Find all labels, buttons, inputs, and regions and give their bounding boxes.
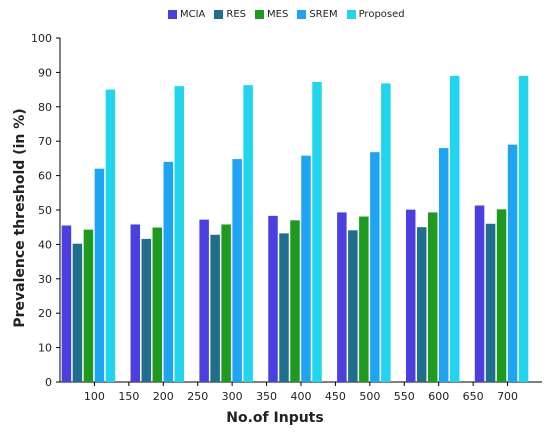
legend-label: SREM [309, 8, 338, 20]
bar [290, 220, 300, 382]
legend-label: MES [267, 8, 289, 20]
bar [337, 212, 347, 382]
legend-label: RES [226, 8, 247, 20]
y-tick-label: 30 [38, 273, 52, 286]
x-tick-label: 100 [84, 390, 105, 403]
y-tick-label: 90 [38, 66, 52, 79]
bar [348, 230, 358, 382]
bar [518, 75, 529, 382]
bar [312, 82, 322, 383]
legend-swatch [297, 9, 307, 19]
x-tick-label: 200 [153, 390, 174, 403]
bar [243, 85, 253, 383]
y-tick-label: 60 [38, 170, 52, 183]
legend-swatch [255, 9, 265, 19]
legend-swatch [346, 9, 356, 19]
bar [163, 161, 174, 382]
bar [427, 212, 438, 382]
bar [279, 233, 289, 382]
x-tick-label: 150 [118, 390, 139, 403]
bar [221, 224, 231, 382]
x-tick-label: 600 [428, 390, 449, 403]
bar [232, 159, 242, 382]
bar [83, 229, 94, 382]
legend-label: MCIA [180, 8, 206, 20]
y-tick-label: 50 [38, 204, 52, 217]
x-tick-label: 250 [187, 390, 208, 403]
legend-label: Proposed [358, 8, 405, 20]
bar [94, 168, 105, 382]
x-tick-label: 550 [394, 390, 415, 403]
bar [405, 209, 416, 382]
x-tick-label: 300 [222, 390, 243, 403]
bar [72, 243, 83, 382]
bar [381, 83, 391, 383]
legend-swatch [168, 9, 177, 19]
bar [370, 152, 380, 382]
bar [105, 89, 116, 382]
x-tick-label: 400 [291, 390, 312, 403]
legend-swatch [214, 9, 224, 19]
bar [199, 219, 209, 382]
bar [268, 215, 278, 382]
bar [141, 238, 152, 382]
legend-item: MES [255, 9, 288, 20]
bar [507, 144, 518, 382]
y-tick-label: 0 [45, 376, 52, 389]
bar [416, 227, 427, 382]
x-tick-label: 350 [256, 390, 277, 403]
bar [449, 75, 460, 382]
bar [359, 216, 369, 382]
bar [174, 86, 185, 382]
x-tick-label: 650 [463, 390, 484, 403]
x-axis-title: No.of Inputs [226, 410, 324, 426]
legend: MCIA RES MES SREM Proposed [168, 5, 414, 23]
legend-item: MCIA [168, 9, 205, 20]
y-tick-label: 100 [31, 32, 52, 45]
bar [485, 223, 496, 382]
bar [61, 225, 72, 382]
y-tick-label: 10 [38, 342, 52, 355]
x-tick-label: 700 [497, 390, 518, 403]
bar [474, 205, 485, 382]
legend-item: Proposed [346, 8, 405, 20]
bar [210, 234, 220, 382]
bar [438, 148, 449, 382]
bar [152, 227, 163, 382]
x-tick-label: 450 [325, 390, 346, 403]
bar [130, 224, 141, 382]
x-tick-label: 500 [359, 390, 380, 403]
y-tick-label: 20 [38, 307, 52, 320]
y-tick-label: 80 [38, 101, 52, 114]
bar [301, 155, 311, 382]
y-tick-label: 70 [38, 135, 52, 148]
legend-item: RES [214, 9, 246, 20]
legend-item: SREM [297, 8, 338, 20]
bar [496, 209, 507, 382]
y-tick-label: 40 [38, 238, 52, 251]
